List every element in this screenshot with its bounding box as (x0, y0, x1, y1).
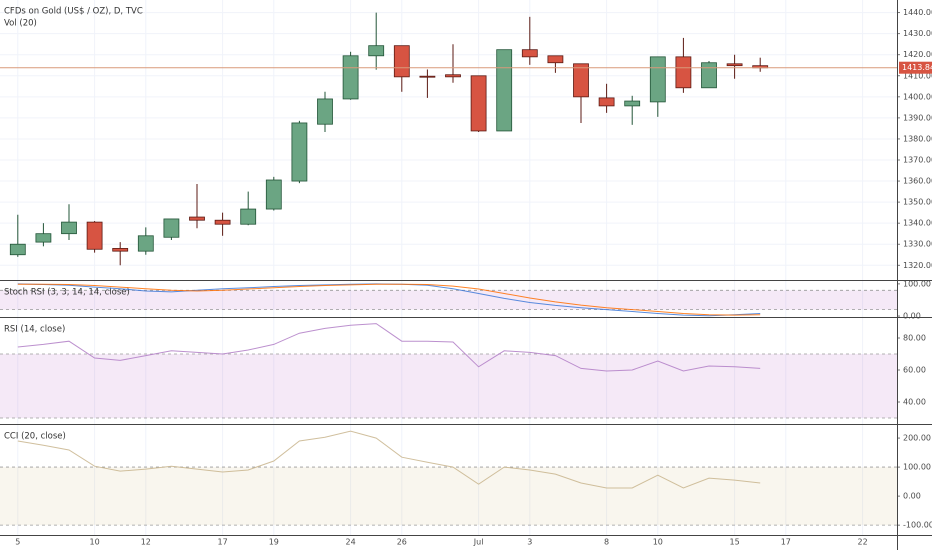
pane-subtitle: Vol (20) (4, 19, 37, 29)
candle-body (291, 122, 308, 182)
candle-body (214, 219, 231, 225)
x-tick-label: 5 (15, 538, 20, 547)
candle-body (598, 97, 615, 107)
candle-body (470, 75, 487, 132)
x-tick-label: 26 (397, 538, 407, 547)
candle-body (35, 233, 52, 243)
candle-body (61, 221, 77, 235)
x-tick-label: 8 (604, 538, 609, 547)
candle-body (137, 235, 154, 252)
candle-body (445, 74, 461, 78)
x-tick-label: 10 (653, 538, 663, 547)
pane-title: CFDs on Gold (US$ / OZ), D, TVC (4, 7, 143, 17)
x-tick-label: Jul (473, 538, 484, 547)
x-tick-label: 10 (90, 538, 100, 547)
x-tick-label: 15 (730, 538, 740, 547)
y-tick-label: 40.00 (903, 398, 926, 407)
x-tick-label: 17 (218, 538, 228, 547)
y-tick-label: 100.00 (903, 463, 931, 472)
candle-body (163, 218, 180, 238)
candle-body (189, 216, 205, 221)
y-tick-label: 1380.00 (903, 134, 932, 143)
y-tick-label: 1400.00 (903, 92, 932, 101)
candle-body (86, 221, 103, 250)
y-tick-label: 1420.00 (903, 50, 932, 59)
y-tick-label: 1320.00 (903, 261, 932, 270)
y-tick-label: 100.00 (903, 279, 931, 288)
indicator-line (17, 323, 761, 372)
y-tick-label: 0.00 (903, 492, 921, 501)
y-tick-label: 1340.00 (903, 219, 932, 228)
y-tick-label: 1370.00 (903, 156, 932, 165)
y-tick-label: 0.00 (903, 312, 921, 321)
candle-body (393, 45, 410, 78)
band-fill (0, 290, 897, 310)
band-fill (0, 354, 897, 418)
x-tick-label: 12 (141, 538, 151, 547)
pane-title: Stoch RSI (3, 3, 14, 14, close) (4, 288, 130, 298)
y-tick-label: 1430.00 (903, 29, 932, 38)
candle-body (342, 55, 359, 100)
y-tick-label: 1440.00 (903, 8, 932, 17)
candle-body (547, 55, 564, 64)
y-tick-label: 1350.00 (903, 198, 932, 207)
candle-body (419, 75, 436, 78)
candle-body (265, 179, 282, 210)
y-tick-label: 60.00 (903, 366, 926, 375)
band-fill (0, 467, 897, 526)
candle-body (701, 62, 717, 89)
indicator-line (17, 283, 761, 316)
candle-body (726, 63, 743, 67)
pane-title: RSI (14, close) (4, 325, 65, 335)
candle-body (112, 248, 129, 252)
candle-body (649, 56, 666, 103)
candle-body (9, 243, 26, 256)
pane-title: CCI (20, close) (4, 432, 66, 442)
last-price-label: 1413.84 (902, 63, 932, 72)
y-tick-label: 1410.00 (903, 71, 932, 80)
indicator-line (17, 430, 761, 489)
candle-body (573, 63, 589, 98)
x-tick-label: 3 (527, 538, 532, 547)
y-tick-label: 200.00 (903, 434, 931, 443)
candle-body (624, 100, 641, 107)
y-tick-label: 80.00 (903, 334, 926, 343)
y-tick-label: -100.00 (903, 521, 932, 530)
candle-body (240, 208, 257, 225)
y-tick-label: 1390.00 (903, 113, 932, 122)
y-tick-label: 1360.00 (903, 177, 932, 186)
candle-body (368, 45, 385, 57)
candle-body (317, 98, 333, 125)
x-tick-label: 17 (781, 538, 791, 547)
x-tick-label: 24 (346, 538, 356, 547)
candle-body (675, 56, 692, 89)
x-tick-label: 19 (269, 538, 279, 547)
y-tick-label: 1330.00 (903, 240, 932, 249)
candle-body (496, 49, 513, 132)
last-price-box (899, 61, 932, 74)
x-tick-label: 22 (858, 538, 868, 547)
candle-body (521, 49, 538, 58)
